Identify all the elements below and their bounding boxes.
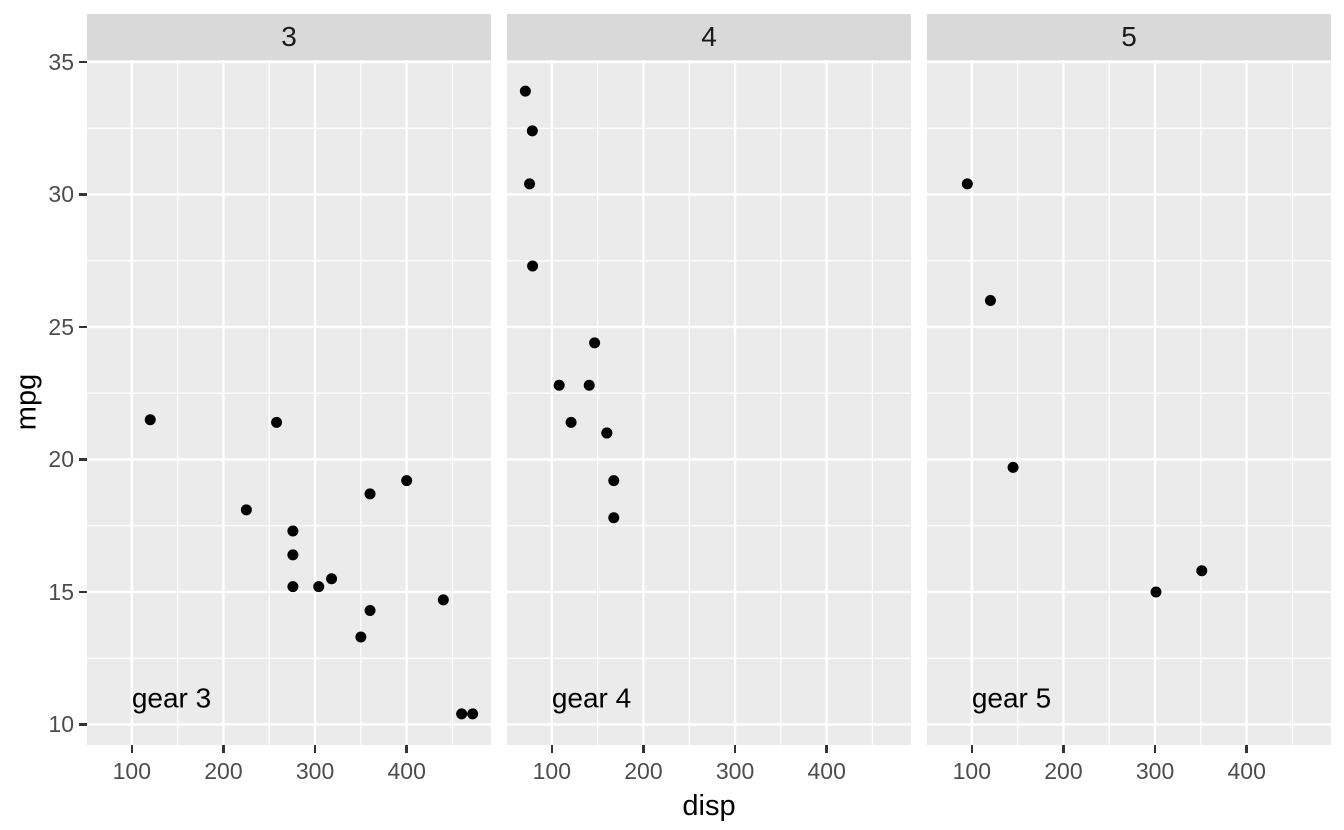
facet-strip-label: 4 (701, 21, 717, 52)
data-point (527, 260, 539, 272)
data-point (456, 708, 468, 720)
y-tick-mark (79, 60, 87, 64)
x-tick-label: 300 (295, 758, 335, 784)
facet-annotation: gear 3 (132, 682, 211, 713)
x-tick-mark (825, 745, 828, 753)
facet-strip-label: 3 (281, 21, 297, 52)
facet-panel-canvas: gear 5 (927, 60, 1331, 745)
data-point (144, 414, 156, 426)
data-point (608, 512, 620, 524)
facet-panel: gear 3 (87, 60, 491, 745)
facet-strip: 4 (507, 14, 911, 60)
facet-panel: gear 5 (927, 60, 1331, 745)
data-point (961, 178, 973, 190)
facet-strip: 5 (927, 14, 1331, 60)
data-point (287, 549, 299, 561)
x-tick-mark (405, 745, 408, 753)
data-point (326, 573, 338, 585)
x-tick-mark (733, 745, 737, 753)
x-tick-mark (222, 745, 225, 753)
x-tick-label: 300 (715, 758, 755, 784)
x-tick-mark (1245, 745, 1248, 753)
data-point (984, 294, 996, 306)
y-tick-mark (79, 193, 87, 196)
data-point (287, 581, 299, 593)
facet-strip: 3 (87, 14, 491, 60)
x-tick-mark (550, 745, 554, 753)
x-tick-label: 400 (387, 758, 426, 784)
x-tick-mark (970, 745, 974, 753)
data-point (601, 427, 613, 439)
y-tick-label: 30 (48, 181, 74, 208)
data-point (355, 631, 367, 643)
x-tick-mark (313, 745, 317, 753)
x-tick-label: 100 (952, 758, 992, 784)
data-point (608, 475, 620, 487)
x-tick-label: 200 (204, 758, 243, 784)
facet-strip-label: 5 (1121, 21, 1137, 52)
data-point (437, 594, 449, 606)
facet-panel: gear 4 (507, 60, 911, 745)
data-point (526, 125, 538, 137)
y-tick-label: 25 (48, 313, 74, 340)
data-point (583, 379, 595, 391)
y-tick-label: 10 (48, 711, 74, 738)
data-point (1196, 565, 1208, 577)
x-tick-label: 200 (1044, 758, 1083, 784)
facet-panel-canvas: gear 4 (507, 60, 911, 745)
data-point (1150, 586, 1162, 598)
x-tick-label: 400 (1227, 758, 1266, 784)
data-point (589, 337, 601, 349)
data-point (364, 488, 376, 500)
x-axis-title: disp (682, 790, 736, 822)
y-tick-label: 20 (48, 446, 74, 473)
data-point (1007, 461, 1019, 473)
y-tick-label: 15 (48, 578, 74, 605)
data-point (240, 504, 252, 516)
facet-panel-canvas: gear 3 (87, 60, 491, 745)
facet-annotation: gear 5 (972, 682, 1051, 713)
data-point (565, 416, 577, 428)
data-point (519, 85, 531, 97)
y-tick-label: 35 (48, 48, 74, 75)
y-tick-mark (79, 325, 87, 329)
y-axis-title: mpg (10, 373, 43, 431)
facet-annotation: gear 4 (552, 682, 631, 713)
data-point (467, 708, 479, 720)
x-tick-mark (130, 745, 134, 753)
x-tick-mark (642, 745, 645, 753)
x-tick-label: 200 (624, 758, 663, 784)
x-tick-mark (1062, 745, 1065, 753)
data-point (364, 605, 376, 617)
data-point (524, 178, 536, 190)
x-tick-label: 400 (807, 758, 846, 784)
y-tick-mark (79, 723, 87, 726)
x-tick-label: 100 (112, 758, 152, 784)
y-tick-mark (79, 590, 87, 594)
data-point (313, 581, 325, 593)
data-point (553, 379, 565, 391)
data-point (271, 416, 283, 428)
data-point (401, 475, 413, 487)
x-tick-label: 100 (532, 758, 572, 784)
x-tick-mark (1153, 745, 1157, 753)
x-tick-label: 300 (1135, 758, 1175, 784)
y-tick-mark (79, 458, 87, 461)
data-point (287, 525, 299, 537)
